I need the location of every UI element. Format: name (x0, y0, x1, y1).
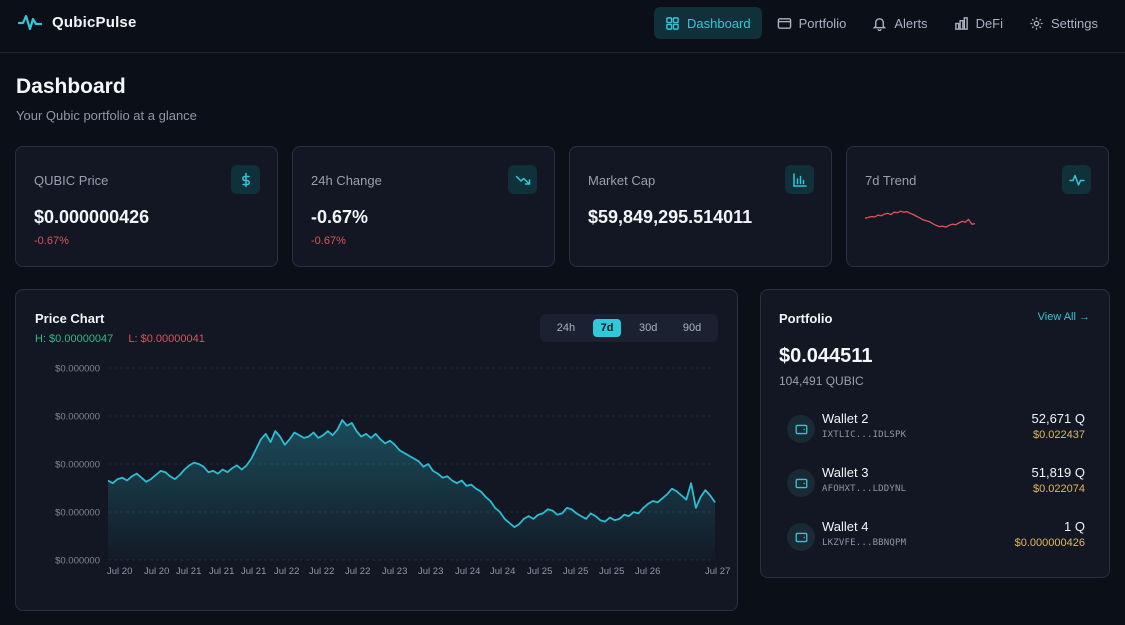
y-tick-label: $0.000000 (55, 508, 100, 519)
wallet-row[interactable]: Wallet 3 AFOHXT...LDDYNL 51,819 Q $0.022… (785, 463, 1087, 503)
y-tick-label: $0.000000 (55, 556, 100, 567)
x-tick-label: Jul 23 (382, 566, 407, 577)
wallet-icon (787, 523, 815, 551)
portfolio-title: Portfolio (779, 311, 833, 326)
wallet-address: LKZVFE...BBNQPM (822, 538, 907, 548)
nav-menu: Dashboard Portfolio Alerts DeFi Settings (654, 7, 1109, 39)
x-tick-label: Jul 22 (345, 566, 370, 577)
y-tick-label: $0.000000 (55, 460, 100, 471)
nav-item-dashboard[interactable]: Dashboard (654, 7, 762, 39)
portfolio-card: Portfolio View All → $0.044511 104,491 Q… (760, 289, 1110, 578)
y-tick-label: $0.000000 (55, 364, 100, 375)
wallet-icon (787, 469, 815, 497)
wallet-usd: $0.022437 (1033, 429, 1085, 441)
trending-down-icon (508, 165, 537, 194)
portfolio-total-value: $0.044511 (779, 345, 873, 367)
x-tick-label: Jul 25 (599, 566, 624, 577)
wallet-qubic: 51,819 Q (1031, 465, 1086, 480)
x-tick-label: Jul 25 (563, 566, 588, 577)
wallet-usd: $0.022074 (1033, 483, 1085, 495)
page-title: Dashboard (16, 75, 126, 98)
range-24h-button[interactable]: 24h (556, 322, 576, 334)
nav-item-label: Dashboard (687, 15, 751, 31)
time-range-selector: 24h 7d 30d 90d (540, 314, 718, 342)
range-7d-button[interactable]: 7d (592, 319, 622, 337)
range-90d-button[interactable]: 90d (682, 322, 702, 334)
wallet-address: IXTLIC...IDLSPK (822, 430, 907, 440)
page-subtitle: Your Qubic portfolio at a glance (16, 108, 197, 123)
x-tick-label: Jul 24 (490, 566, 515, 577)
x-tick-label: Jul 20 (144, 566, 169, 577)
wallet-icon (777, 17, 791, 29)
nav-item-label: Portfolio (798, 15, 847, 31)
activity-icon (1062, 165, 1091, 194)
stat-card-price: QUBIC Price $0.000000426 -0.67% (15, 146, 278, 267)
nav-item-defi[interactable]: DeFi (943, 7, 1014, 39)
stat-card-24h-change: 24h Change -0.67% -0.67% (292, 146, 555, 267)
sparkline-chart (865, 210, 975, 228)
grid-icon (666, 16, 679, 30)
stat-value: $0.000000426 (34, 207, 150, 227)
high-label: H: $0.00000047 (35, 333, 114, 345)
x-tick-label: Jul 26 (635, 566, 660, 577)
gear-icon (1030, 16, 1043, 30)
wallet-name: Wallet 2 (822, 411, 869, 426)
high-low-labels: H: $0.00000047 L: $0.00000041 (35, 333, 205, 345)
x-tick-label: Jul 27 (705, 566, 730, 577)
wallet-address: AFOHXT...LDDYNL (822, 484, 907, 494)
x-tick-label: Jul 22 (274, 566, 299, 577)
stat-label: 24h Change (311, 173, 382, 188)
x-tick-label: Jul 21 (241, 566, 266, 577)
wallet-qubic: 1 Q (1064, 519, 1085, 534)
price-area (108, 420, 715, 560)
x-tick-label: Jul 21 (176, 566, 201, 577)
wallet-usd: $0.000000426 (1014, 537, 1085, 549)
sparkline-line (865, 210, 975, 228)
nav-item-portfolio[interactable]: Portfolio (766, 7, 858, 39)
x-tick-label: Jul 22 (309, 566, 334, 577)
nav-item-label: DeFi (975, 15, 1004, 31)
nav-item-label: Alerts (894, 15, 928, 31)
view-all-link[interactable]: View All → (1037, 311, 1090, 323)
stat-change: -0.67% (34, 235, 69, 247)
stat-value: $59,849,295.514011 (588, 207, 753, 227)
brand-name: QubicPulse (52, 13, 137, 31)
dollar-icon (231, 165, 260, 194)
x-tick-label: Jul 20 (107, 566, 132, 577)
x-tick-label: Jul 24 (455, 566, 480, 577)
pulse-logo-icon (18, 14, 42, 31)
price-line (107, 419, 716, 529)
x-tick-label: Jul 21 (209, 566, 234, 577)
nav-item-settings[interactable]: Settings (1018, 7, 1109, 39)
bell-icon (872, 17, 887, 31)
stat-label: QUBIC Price (34, 173, 109, 188)
wallet-qubic: 52,671 Q (1031, 411, 1086, 426)
portfolio-total-qubic: 104,491 QUBIC (779, 374, 864, 388)
chart-title: Price Chart (35, 311, 105, 326)
wallet-row[interactable]: Wallet 4 LKZVFE...BBNQPM 1 Q $0.00000042… (785, 517, 1087, 557)
wallet-row[interactable]: Wallet 2 IXTLIC...IDLSPK 52,671 Q $0.022… (785, 409, 1087, 449)
bar-chart-icon (954, 16, 968, 30)
wallet-name: Wallet 3 (822, 465, 869, 480)
price-chart-card: $0.000000 $0.000000 $0.000000 $0.000000 $0.0… (15, 289, 738, 611)
nav-item-alerts[interactable]: Alerts (861, 7, 938, 39)
brand[interactable]: QubicPulse (18, 12, 137, 32)
wallet-icon (787, 415, 815, 443)
range-30d-button[interactable]: 30d (638, 322, 658, 334)
stat-card-7d-trend: 7d Trend (846, 146, 1109, 267)
stat-value: -0.67% (311, 207, 369, 227)
wallet-name: Wallet 4 (822, 519, 869, 534)
top-nav: QubicPulse Dashboard Portfolio Alerts De… (0, 0, 1125, 53)
y-tick-label: $0.000000 (55, 412, 100, 423)
x-tick-label: Jul 25 (527, 566, 552, 577)
nav-item-label: Settings (1051, 15, 1098, 31)
stat-label: Market Cap (588, 173, 656, 188)
price-chart-plot: $0.000000 $0.000000 $0.000000 $0.000000 $0.0… (55, 364, 730, 578)
bar-chart-icon (785, 165, 814, 194)
stat-change: -0.67% (311, 235, 346, 247)
x-tick-label: Jul 23 (418, 566, 443, 577)
stat-label: 7d Trend (865, 173, 917, 188)
low-label: L: $0.00000041 (128, 333, 205, 345)
stat-card-market-cap: Market Cap $59,849,295.514011 (569, 146, 832, 267)
